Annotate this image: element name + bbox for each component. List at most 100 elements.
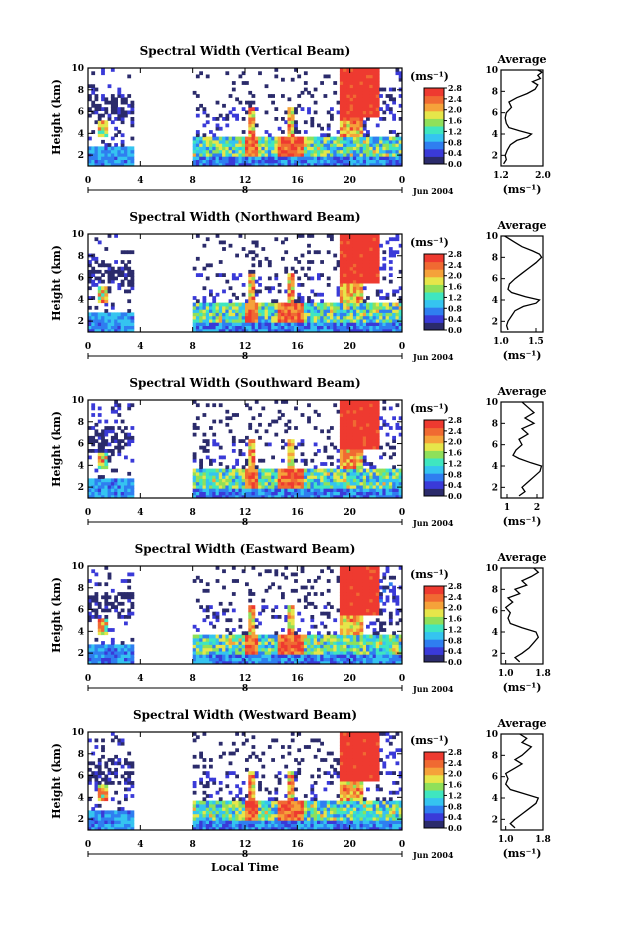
- heatmap-cell: [91, 494, 96, 499]
- heatmap-cell: [212, 156, 217, 160]
- heatmap-cell: [218, 318, 223, 323]
- heatmap-cell: [343, 110, 347, 115]
- heatmap-cell: [379, 152, 383, 157]
- heatmap-cell: [369, 566, 374, 570]
- heatmap-cell: [251, 481, 256, 486]
- heatmap-cell: [343, 400, 347, 404]
- profile-x-tick-label: 1.2: [493, 171, 509, 181]
- heatmap-cell: [359, 263, 364, 268]
- profile-y-tick-label: 10: [485, 398, 498, 408]
- heatmap-cell: [320, 292, 324, 297]
- heatmap-cell: [238, 657, 243, 662]
- heatmap-cell: [392, 143, 396, 147]
- heatmap-cell: [356, 432, 360, 437]
- heatmap-cell: [192, 136, 197, 141]
- heatmap-cell: [343, 279, 347, 284]
- heatmap-cell: [238, 305, 243, 310]
- heatmap-cell: [94, 654, 99, 658]
- heatmap-cell: [372, 77, 377, 82]
- heatmap-cell: [114, 269, 118, 274]
- heatmap-cell: [375, 445, 380, 450]
- heatmap-cell: [388, 426, 393, 430]
- heatmap-cell: [267, 647, 272, 652]
- heatmap-cell: [241, 471, 246, 476]
- heatmap-cell: [343, 605, 347, 609]
- heatmap-cell: [88, 439, 92, 443]
- heatmap-cell: [313, 641, 318, 645]
- heatmap-cell: [228, 110, 233, 115]
- heatmap-cell: [362, 146, 367, 151]
- heatmap-cell: [297, 74, 302, 79]
- heatmap-cell: [323, 94, 328, 98]
- heatmap-cell: [362, 253, 367, 258]
- heatmap-cell: [212, 315, 217, 320]
- heatmap-cell: [343, 328, 347, 333]
- heatmap-cell: [195, 650, 200, 655]
- heatmap-cell: [320, 81, 324, 85]
- heatmap-cell: [294, 305, 298, 310]
- heatmap-cell: [290, 146, 295, 151]
- heatmap-cell: [120, 608, 125, 613]
- heatmap-cell: [261, 654, 266, 658]
- heatmap-cell: [290, 302, 295, 307]
- heatmap-cell: [392, 478, 396, 483]
- heatmap-cell: [107, 429, 112, 434]
- heatmap-cell: [254, 136, 259, 141]
- colorbar-tick-label: 0.4: [448, 480, 462, 490]
- heatmap-cell: [303, 322, 308, 326]
- heatmap-cell: [101, 435, 105, 440]
- heatmap-cell: [235, 475, 239, 479]
- heatmap-cell: [343, 621, 347, 626]
- heatmap-cell: [343, 601, 347, 606]
- heatmap-cell: [238, 494, 243, 499]
- heatmap-cell: [97, 452, 102, 457]
- heatmap-cell: [366, 260, 370, 264]
- heatmap-cell: [261, 162, 266, 167]
- heatmap-cell: [362, 87, 367, 92]
- heatmap-cell: [372, 579, 377, 583]
- heatmap-cell: [231, 481, 236, 486]
- heatmap-cell: [94, 325, 99, 330]
- heatmap-cell: [120, 647, 125, 652]
- heatmap-cell: [349, 309, 354, 313]
- heatmap-cell: [372, 71, 377, 76]
- heatmap-cell: [241, 130, 246, 134]
- heatmap-cell: [277, 660, 282, 665]
- heatmap-cell: [362, 247, 367, 251]
- heatmap-cell: [261, 650, 266, 655]
- heatmap-cell: [209, 621, 213, 626]
- heatmap-cell: [274, 481, 279, 486]
- heatmap-cell: [287, 302, 292, 307]
- heatmap-cell: [228, 631, 233, 636]
- heatmap-cell: [339, 575, 344, 580]
- heatmap-cell: [362, 256, 367, 261]
- heatmap-cell: [349, 87, 354, 92]
- heatmap-cell: [359, 296, 364, 300]
- heatmap-cell: [294, 588, 298, 593]
- heatmap-cell: [372, 312, 377, 317]
- heatmap-cell: [359, 468, 364, 473]
- heatmap-cell: [359, 566, 364, 570]
- heatmap-cell: [114, 419, 118, 424]
- heatmap-cell: [215, 146, 220, 151]
- heatmap-cell: [362, 110, 367, 115]
- heatmap-cell: [366, 637, 370, 642]
- heatmap-cell: [333, 403, 338, 408]
- heatmap-cell: [330, 156, 334, 160]
- heatmap-cell: [271, 149, 275, 154]
- heatmap-cell: [375, 305, 380, 310]
- heatmap-cell: [310, 123, 315, 128]
- heatmap-cell: [388, 494, 393, 499]
- heatmap-cell: [336, 292, 341, 297]
- heatmap-cell: [104, 247, 109, 251]
- heatmap-cell: [375, 660, 380, 665]
- heatmap-cell: [362, 279, 367, 284]
- heatmap-cell: [235, 462, 239, 466]
- heatmap-cell: [395, 305, 400, 310]
- heatmap-cell: [297, 152, 302, 157]
- heatmap-cell: [225, 302, 230, 307]
- heatmap-cell: [323, 478, 328, 483]
- heatmap-cell: [127, 273, 132, 277]
- heatmap-cell: [375, 484, 380, 489]
- heatmap-cell: [202, 618, 207, 623]
